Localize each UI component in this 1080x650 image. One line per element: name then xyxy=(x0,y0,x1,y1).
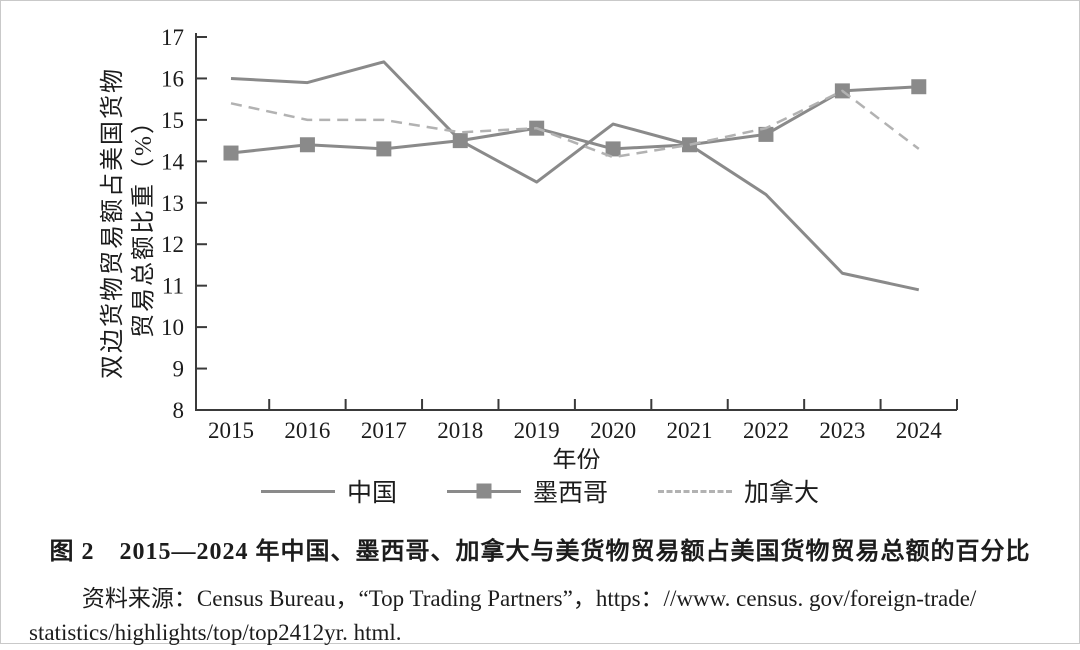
china-line-sample-icon xyxy=(260,489,335,493)
y-tick-label: 12 xyxy=(161,232,184,257)
x-tick-label: 2022 xyxy=(743,418,789,443)
mexico-line-sample-icon xyxy=(446,483,521,498)
legend-item-mexico: 墨西哥 xyxy=(446,473,608,509)
legend: 中国 墨西哥 加拿大 xyxy=(1,473,1079,509)
series-line-0 xyxy=(230,60,920,292)
legend-item-china: 中国 xyxy=(260,473,397,509)
y-tick-label: 8 xyxy=(173,398,185,423)
chart-area: 8 9 10 11 12 13 14 15 16 17 2015 2016 2017 2018 2019 20… xyxy=(1,1,1080,469)
y-axis-title: 双边货物贸易额占美国货物 贸易总额比重（%） xyxy=(98,67,160,379)
source-line2: statistics/highlights/top/top2412yr. htm… xyxy=(29,620,402,645)
x-tick-label: 2015 xyxy=(208,418,254,443)
source-line1: 资料来源：Census Bureau，“Top Trading Partners… xyxy=(81,586,977,611)
legend-item-canada: 加拿大 xyxy=(658,473,819,509)
x-axis-title: 年份 xyxy=(553,447,601,469)
figure-source: 资料来源：Census Bureau，“Top Trading Partners… xyxy=(29,582,1051,650)
series-marker xyxy=(223,145,239,161)
series-line-1 xyxy=(230,85,919,155)
y-tick-label: 9 xyxy=(173,357,185,382)
series-marker xyxy=(299,137,315,153)
line-chart: 8 9 10 11 12 13 14 15 16 17 2015 2016 2017 2018 2019 20… xyxy=(161,25,958,469)
x-tick-label: 2018 xyxy=(437,418,483,443)
series-marker xyxy=(452,133,468,149)
series-marker xyxy=(376,141,392,157)
y-tick-label: 13 xyxy=(161,191,184,216)
y-tick-label: 10 xyxy=(161,315,184,340)
figure-caption: 图 2 2015—2024 年中国、墨西哥、加拿大与美货物贸易额占美国货物贸易总… xyxy=(49,539,1031,565)
y-axis-title-line1: 双边货物贸易额占美国货物 xyxy=(100,67,126,379)
x-tick-label: 2017 xyxy=(361,418,407,443)
x-tick-label: 2016 xyxy=(284,418,330,443)
x-tick-label: 2024 xyxy=(896,418,943,443)
canada-line-sample-icon xyxy=(658,489,732,493)
y-tick-label: 15 xyxy=(161,108,184,133)
series-line-2 xyxy=(230,89,920,159)
legend-label-canada: 加拿大 xyxy=(744,480,820,507)
x-tick-label: 2021 xyxy=(667,418,713,443)
y-tick-label: 11 xyxy=(162,274,184,299)
y-tick-label: 16 xyxy=(161,66,184,91)
legend-label-mexico: 墨西哥 xyxy=(532,480,608,507)
series-marker xyxy=(605,141,621,157)
series-marker xyxy=(682,137,698,153)
legend-label-china: 中国 xyxy=(346,480,397,507)
x-tick-label: 2019 xyxy=(514,418,560,443)
series-marker xyxy=(758,126,774,142)
y-tick-label: 17 xyxy=(161,25,184,50)
y-tick-label: 14 xyxy=(161,149,185,174)
x-tick-label: 2023 xyxy=(819,418,865,443)
square-marker-icon xyxy=(476,483,492,498)
y-axis-title-line2: 贸易总额比重（%） xyxy=(131,108,157,338)
x-tick-label: 2020 xyxy=(590,418,636,443)
series-marker xyxy=(911,79,927,95)
